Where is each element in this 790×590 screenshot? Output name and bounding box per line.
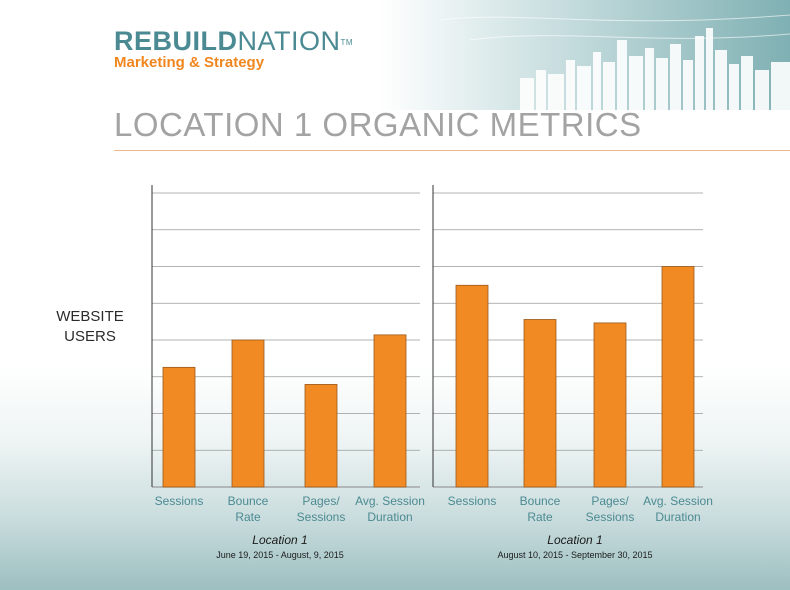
chart2-bar [661, 266, 695, 488]
logo-name-light: NATION [237, 26, 341, 56]
chart2-tick-label: Sessions [448, 494, 497, 508]
chart2-tick-label: Bounce [520, 494, 561, 508]
chart2-bar [523, 319, 557, 488]
chart2-tick-label: Pages/ [591, 494, 629, 508]
chart1-tick-label: Avg. Session [355, 494, 425, 508]
chart2-bar [455, 284, 489, 488]
chart1-tick-label: Sessions [297, 510, 346, 524]
chart2-tick-label: Avg. Session [643, 494, 713, 508]
chart1-tick-label: Duration [367, 510, 412, 524]
city-skyline-graphic [439, 14, 790, 110]
chart1-tick-label: Rate [235, 510, 261, 524]
chart1-caption: Location 1 [252, 533, 307, 547]
chart1-tick-label: Pages/ [302, 494, 340, 508]
chart2-bar [593, 322, 627, 488]
chart2-tick-label: Duration [655, 510, 700, 524]
logo-name-bold: REBUILD [114, 26, 238, 56]
chart2-caption: Location 1 [547, 533, 602, 547]
brand-logo: REBUILDNATIONTM Marketing & Strategy [114, 26, 353, 72]
chart1-bar [304, 384, 338, 488]
chart2-tick-label: Rate [527, 510, 553, 524]
header-banner [0, 0, 790, 110]
chart2-date-range: August 10, 2015 - September 30, 2015 [497, 550, 652, 560]
chart1-bar [231, 339, 265, 488]
chart1-date-range: June 19, 2015 - August, 9, 2015 [216, 550, 344, 560]
y-axis-label: WEBSITE USERS [30, 307, 150, 347]
chart1-bar [162, 366, 196, 488]
chart1-tick-label: Sessions [155, 494, 204, 508]
y-axis-label-line-1: WEBSITE [56, 308, 124, 325]
page-title: LOCATION 1 ORGANIC METRICS [114, 106, 642, 143]
chart1-tick-label: Bounce [228, 494, 269, 508]
y-axis-label-line-2: USERS [64, 328, 116, 345]
logo-tagline: Marketing & Strategy [114, 54, 265, 71]
logo-wordmark: REBUILDNATIONTM [114, 26, 353, 56]
chart1-bar [373, 334, 407, 488]
chart2-tick-label: Sessions [586, 510, 635, 524]
logo-trademark: TM [340, 38, 354, 47]
title-divider [114, 150, 790, 151]
